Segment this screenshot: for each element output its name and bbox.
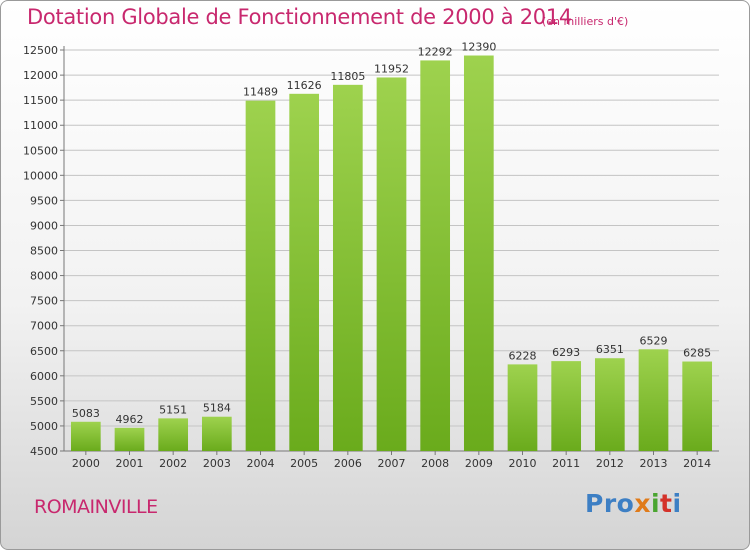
bar: [114, 427, 145, 451]
x-tick-label: 2000: [72, 457, 100, 470]
logo-part-5: i: [672, 489, 682, 518]
data-label: 6228: [509, 349, 537, 362]
labels: 4500 5000 5500 6000 6500 7000 7500 8000 8500 9000…: [23, 41, 711, 470]
x-tick-label: 2001: [116, 457, 144, 470]
bar: [594, 358, 625, 451]
x-tick-label: 2007: [378, 457, 406, 470]
x-tick-label: 2012: [596, 457, 624, 470]
y-tick-label: 7500: [30, 295, 58, 308]
data-label: 6351: [596, 343, 624, 356]
commune-name: ROMAINVILLE: [34, 496, 158, 518]
y-tick-label: 10500: [23, 144, 58, 157]
logo-part-4: t: [660, 489, 673, 518]
data-label: 5151: [159, 403, 187, 416]
y-tick-label: 8000: [30, 270, 58, 283]
y-tick-label: 5000: [30, 420, 58, 433]
y-tick-label: 8500: [30, 245, 58, 258]
proxiti-logo[interactable]: Proxiti: [585, 489, 682, 518]
logo-part-1: Pro: [585, 489, 635, 518]
data-label: 5083: [72, 407, 100, 420]
chart-title: Dotation Globale de Fonctionnement de 20…: [27, 5, 572, 29]
bars: [70, 55, 713, 452]
x-tick-label: 2011: [552, 457, 580, 470]
y-tick-label: 4500: [30, 445, 58, 458]
data-label: 6293: [552, 346, 580, 359]
x-tick-label: 2013: [640, 457, 668, 470]
bar: [201, 416, 232, 451]
x-tick-label: 2004: [247, 457, 275, 470]
y-tick-label: 11000: [23, 119, 58, 132]
chart-subtitle: (en milliers d'€): [542, 15, 629, 28]
bar: [158, 418, 189, 451]
bar: [289, 93, 320, 451]
bar: [682, 361, 713, 451]
bar: [70, 421, 101, 451]
x-tick-label: 2009: [465, 457, 493, 470]
data-label: 11626: [287, 79, 322, 92]
x-tick-label: 2003: [203, 457, 231, 470]
data-label: 11805: [330, 70, 365, 83]
logo-part-2: x: [634, 489, 651, 518]
x-tick-label: 2002: [159, 457, 187, 470]
data-label: 6529: [640, 334, 668, 347]
x-tick-label: 2008: [421, 457, 449, 470]
data-label: 12390: [461, 41, 496, 54]
bar: [551, 361, 582, 451]
y-tick-label: 6000: [30, 370, 58, 383]
bar: [638, 349, 669, 451]
x-tick-label: 2006: [334, 457, 362, 470]
data-label: 12292: [418, 45, 453, 58]
bar: [463, 55, 494, 452]
y-tick-label: 12000: [23, 69, 58, 82]
y-tick-label: 5500: [30, 395, 58, 408]
y-tick-label: 11500: [23, 94, 58, 107]
y-tick-label: 9500: [30, 194, 58, 207]
data-label: 4962: [116, 413, 144, 426]
data-label: 11489: [243, 86, 278, 99]
bar: [376, 77, 407, 451]
y-tick-label: 7000: [30, 320, 58, 333]
bar: [507, 364, 538, 451]
bar: [332, 84, 363, 451]
y-tick-label: 6500: [30, 345, 58, 358]
y-tick-label: 9000: [30, 219, 58, 232]
y-tick-label: 12500: [23, 44, 58, 57]
x-tick-label: 2014: [683, 457, 711, 470]
x-tick-label: 2005: [290, 457, 318, 470]
bar: [420, 60, 451, 452]
bar: [245, 100, 276, 451]
y-tick-label: 10000: [23, 169, 58, 182]
x-tick-label: 2010: [509, 457, 537, 470]
data-label: 5184: [203, 402, 231, 415]
logo-part-3: i: [650, 489, 661, 518]
data-label: 6285: [683, 347, 711, 360]
data-label: 11952: [374, 62, 409, 75]
